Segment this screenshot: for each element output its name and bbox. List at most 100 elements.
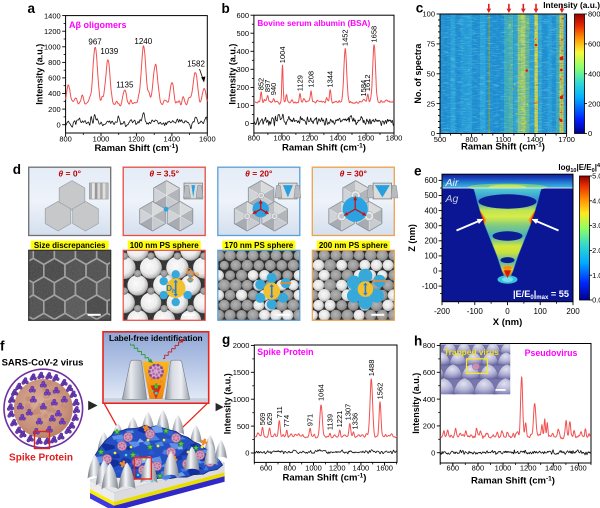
svg-text:1200: 1200 <box>520 464 537 473</box>
svg-text:1600: 1600 <box>199 135 216 144</box>
svg-text:200: 200 <box>566 307 580 316</box>
svg-text:800: 800 <box>588 10 600 19</box>
svg-text:1344: 1344 <box>326 71 335 88</box>
svg-text:θ = 20°: θ = 20° <box>245 169 273 179</box>
svg-text:1004: 1004 <box>278 47 287 64</box>
svg-text:75: 75 <box>427 40 435 49</box>
svg-text:200: 200 <box>423 422 436 431</box>
svg-text:Intensity (a.u.): Intensity (a.u.) <box>223 373 233 434</box>
svg-text:d: d <box>13 162 21 177</box>
svg-text:0: 0 <box>57 120 61 129</box>
svg-text:170 nm PS sphere: 170 nm PS sphere <box>224 241 293 250</box>
svg-text:Spike Protein: Spike Protein <box>9 453 73 464</box>
svg-text:600: 600 <box>588 40 600 49</box>
svg-text:1200: 1200 <box>128 135 145 144</box>
svg-text:100: 100 <box>424 252 438 261</box>
svg-text:0: 0 <box>431 448 435 457</box>
svg-text:1039: 1039 <box>100 47 118 56</box>
svg-text:0: 0 <box>433 267 438 276</box>
svg-text:1200: 1200 <box>329 464 346 473</box>
svg-text:1800: 1800 <box>386 133 403 142</box>
svg-text:600: 600 <box>424 176 438 185</box>
svg-text:No. of spectra: No. of spectra <box>413 43 423 104</box>
svg-text:971: 971 <box>306 414 315 427</box>
svg-text:1488: 1488 <box>367 360 376 377</box>
svg-text:500: 500 <box>236 29 249 38</box>
svg-text:SARS-CoV-2 virus: SARS-CoV-2 virus <box>2 358 84 369</box>
svg-text:e: e <box>414 164 422 179</box>
svg-text:Pseudovirus: Pseudovirus <box>525 348 578 358</box>
svg-text:1200: 1200 <box>302 133 319 142</box>
svg-text:Intensity (a.u.): Intensity (a.u.) <box>411 373 421 434</box>
svg-text:Z (nm): Z (nm) <box>407 224 417 252</box>
svg-text:1.0: 1.0 <box>592 271 600 280</box>
svg-text:1000: 1000 <box>495 464 512 473</box>
svg-text:|E/E0|max = 55: |E/E0|max = 55 <box>513 289 569 301</box>
svg-text:200: 200 <box>236 83 249 92</box>
svg-text:1400: 1400 <box>330 133 347 142</box>
svg-text:1400: 1400 <box>44 11 61 20</box>
svg-text:4.0: 4.0 <box>592 196 600 205</box>
svg-text:1000: 1000 <box>305 464 322 473</box>
svg-text:940: 940 <box>269 83 278 96</box>
svg-text:Aβ oligomers: Aβ oligomers <box>69 20 127 30</box>
svg-text:800: 800 <box>59 135 72 144</box>
svg-text:800: 800 <box>472 464 485 473</box>
svg-text:774: 774 <box>282 415 291 428</box>
svg-text:1400: 1400 <box>545 464 562 473</box>
svg-text:1600: 1600 <box>376 464 393 473</box>
svg-text:1400: 1400 <box>527 135 544 144</box>
svg-text:800: 800 <box>248 133 261 142</box>
svg-text:Intensity (a.u.): Intensity (a.u.) <box>35 44 45 105</box>
svg-text:c: c <box>416 0 424 15</box>
svg-text:1600: 1600 <box>358 133 375 142</box>
svg-text:629: 629 <box>265 413 274 426</box>
svg-text:800: 800 <box>423 341 436 350</box>
svg-text:Raman Shift (cm-1): Raman Shift (cm-1) <box>461 142 545 153</box>
svg-text:0: 0 <box>245 449 249 458</box>
svg-text:1562: 1562 <box>376 383 385 400</box>
svg-text:θ = 30°: θ = 30° <box>340 169 368 179</box>
svg-text:500: 500 <box>424 191 438 200</box>
svg-text:711: 711 <box>275 406 284 418</box>
svg-text:1700: 1700 <box>558 135 575 144</box>
svg-text:1452: 1452 <box>341 29 350 46</box>
svg-text:b: b <box>222 1 230 16</box>
svg-text:1240: 1240 <box>134 37 152 46</box>
svg-text:2000: 2000 <box>233 341 250 350</box>
svg-text:1064: 1064 <box>317 384 326 401</box>
svg-text:1600: 1600 <box>570 464 587 473</box>
svg-text:X (nm): X (nm) <box>493 317 523 328</box>
svg-text:5.0: 5.0 <box>592 172 600 181</box>
svg-text:Raman Shift (cm-1): Raman Shift (cm-1) <box>283 472 367 483</box>
svg-text:Size discrepancies: Size discrepancies <box>34 241 106 250</box>
svg-text:3.0: 3.0 <box>592 221 600 230</box>
svg-text:600: 600 <box>48 74 61 83</box>
svg-text:600: 600 <box>423 368 436 377</box>
svg-text:1129: 1129 <box>296 75 305 91</box>
svg-text:400: 400 <box>424 206 438 215</box>
svg-text:800: 800 <box>465 135 478 144</box>
svg-text:25: 25 <box>427 99 435 108</box>
svg-text:897: 897 <box>263 80 272 93</box>
svg-text:Intensity (a.u.): Intensity (a.u.) <box>228 44 238 105</box>
svg-text:1200: 1200 <box>44 27 61 36</box>
svg-text:600: 600 <box>236 11 249 20</box>
svg-text:a: a <box>28 1 36 16</box>
svg-text:0: 0 <box>505 307 510 316</box>
svg-text:1658: 1658 <box>370 26 379 43</box>
svg-text:100: 100 <box>236 101 249 110</box>
svg-text:800: 800 <box>48 58 61 67</box>
svg-text:0: 0 <box>588 129 592 138</box>
svg-text:-100: -100 <box>422 282 438 291</box>
svg-text:Bovine serum albumin (BSA): Bovine serum albumin (BSA) <box>257 19 370 28</box>
svg-text:0.0: 0.0 <box>592 296 600 305</box>
svg-text:400: 400 <box>48 89 61 98</box>
svg-text:200 nm PS sphere: 200 nm PS sphere <box>319 241 388 250</box>
svg-text:100 nm PS sphere: 100 nm PS sphere <box>130 241 199 250</box>
svg-text:h: h <box>414 334 422 349</box>
svg-text:967: 967 <box>88 38 102 47</box>
svg-text:Intensity (a.u.): Intensity (a.u.) <box>543 0 600 10</box>
svg-text:Label-free identification: Label-free identification <box>109 333 203 343</box>
svg-text:1000: 1000 <box>93 135 110 144</box>
